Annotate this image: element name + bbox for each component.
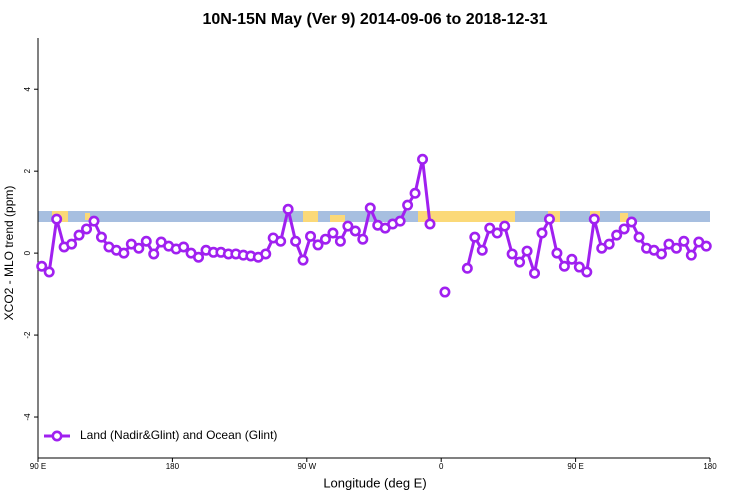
point xyxy=(655,248,667,260)
legend-marker xyxy=(51,430,63,442)
point xyxy=(499,220,511,232)
point xyxy=(491,227,503,239)
point xyxy=(543,213,555,225)
point xyxy=(626,216,638,228)
point xyxy=(588,213,600,225)
point xyxy=(51,213,63,225)
y-tick-label: -2 xyxy=(23,331,32,339)
point xyxy=(678,235,690,247)
point xyxy=(178,241,190,253)
y-tick-label: -4 xyxy=(23,413,32,421)
land-patch xyxy=(85,213,90,220)
point xyxy=(529,267,541,279)
point xyxy=(357,233,369,245)
point xyxy=(581,266,593,278)
point xyxy=(118,247,130,259)
point xyxy=(402,199,414,211)
x-axis-label: Longitude (deg E) xyxy=(323,475,426,490)
point xyxy=(558,260,570,272)
point xyxy=(148,248,160,260)
point xyxy=(573,261,585,273)
point xyxy=(334,235,346,247)
point xyxy=(506,248,518,260)
point xyxy=(551,247,563,259)
point xyxy=(439,286,451,298)
x-tick-label: 90 E xyxy=(567,462,583,471)
x-tick-label: 180 xyxy=(166,462,180,471)
point xyxy=(618,223,630,235)
point xyxy=(282,203,294,215)
point xyxy=(297,254,309,266)
point xyxy=(305,230,317,242)
point xyxy=(140,235,152,247)
point xyxy=(521,245,533,257)
point xyxy=(73,229,85,241)
point xyxy=(611,229,623,241)
point xyxy=(193,251,205,263)
point xyxy=(685,249,697,261)
y-axis-label: XCO2 - MLO trend (ppm) xyxy=(2,186,16,321)
land-patch xyxy=(303,211,318,222)
point xyxy=(566,253,578,265)
land-patch xyxy=(330,215,345,222)
point xyxy=(633,231,645,243)
point xyxy=(670,242,682,254)
point xyxy=(275,235,287,247)
point xyxy=(319,233,331,245)
point xyxy=(260,248,272,260)
land-patch xyxy=(620,213,628,222)
point xyxy=(327,227,339,239)
point xyxy=(81,223,93,235)
y-tick-label: 2 xyxy=(23,168,32,173)
x-tick-label: 180 xyxy=(703,462,717,471)
point xyxy=(133,242,145,254)
y-tick-label: 0 xyxy=(23,250,32,255)
land-patch xyxy=(418,211,515,222)
point xyxy=(364,202,376,214)
point xyxy=(514,256,526,268)
point xyxy=(484,222,496,234)
point xyxy=(461,262,473,274)
point xyxy=(469,231,481,243)
point xyxy=(536,227,548,239)
point xyxy=(342,220,354,232)
x-tick-label: 90 E xyxy=(30,462,46,471)
point xyxy=(349,225,361,237)
point xyxy=(36,260,48,272)
point xyxy=(43,266,55,278)
x-tick-label: 90 W xyxy=(297,462,316,471)
point xyxy=(424,218,436,230)
point xyxy=(394,215,406,227)
point xyxy=(417,153,429,165)
legend-label: Land (Nadir&Glint) and Ocean (Glint) xyxy=(80,428,277,442)
point xyxy=(95,231,107,243)
chart-title: 10N-15N May (Ver 9) 2014-09-06 to 2018-1… xyxy=(202,11,547,28)
point xyxy=(312,239,324,251)
point xyxy=(700,240,712,252)
point xyxy=(290,235,302,247)
point xyxy=(476,244,488,256)
x-tick-label: 0 xyxy=(439,462,444,471)
y-tick-label: 4 xyxy=(23,86,32,91)
point xyxy=(66,238,78,250)
point xyxy=(603,238,615,250)
point xyxy=(409,187,421,199)
point xyxy=(88,215,100,227)
